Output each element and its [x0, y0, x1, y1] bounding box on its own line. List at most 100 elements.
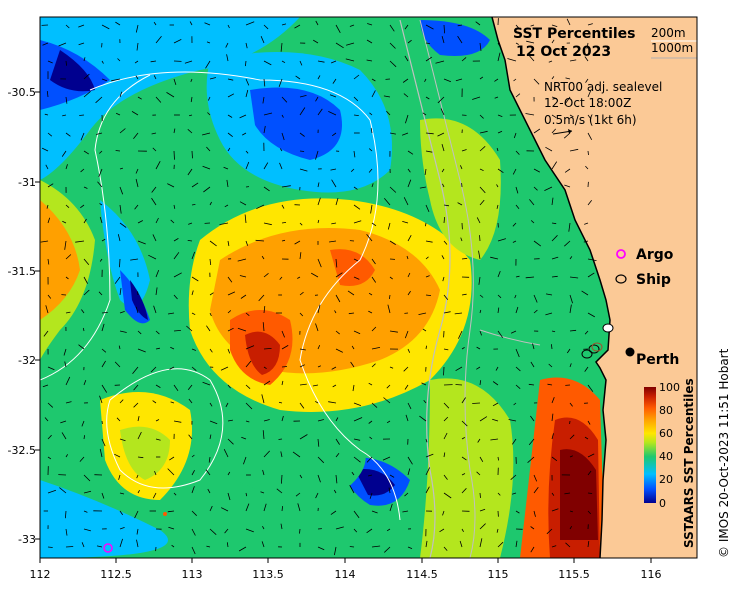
current-arrow [75, 240, 85, 243]
current-arrow [425, 345, 427, 350]
current-arrow [530, 546, 535, 553]
current-arrow [441, 35, 445, 44]
current-arrow [227, 93, 235, 98]
current-arrow [497, 52, 501, 62]
current-arrow [497, 114, 503, 117]
ship-marker-4[interactable] [591, 342, 603, 352]
current-arrow [458, 330, 463, 339]
current-arrow [479, 456, 484, 463]
current-arrow [366, 233, 373, 242]
plot-frame [39, 16, 698, 559]
current-arrow [425, 275, 430, 278]
current-arrow [331, 132, 337, 137]
current-arrow [101, 238, 106, 242]
current-arrow [101, 24, 110, 30]
current-arrow [190, 96, 193, 103]
current-arrow [497, 456, 499, 461]
current-arrow [368, 148, 373, 152]
current-arrow [461, 57, 467, 62]
current-arrow [422, 112, 427, 116]
ship-marker-1[interactable] [602, 323, 614, 333]
current-arrow [455, 366, 463, 372]
current-arrow [299, 312, 304, 317]
current-arrow [371, 326, 377, 332]
current-arrow [187, 168, 193, 176]
perth-label: Perth [636, 352, 679, 368]
current-arrow [317, 546, 325, 551]
current-arrow [263, 366, 267, 370]
current-arrow [443, 366, 445, 376]
current-arrow [545, 146, 553, 152]
current-arrow [191, 312, 196, 316]
current-arrow [191, 528, 196, 536]
current-arrow [133, 384, 139, 391]
current-arrow [569, 363, 572, 368]
current-arrow [533, 486, 539, 494]
current-arrow [137, 490, 140, 494]
current-arrow [263, 503, 267, 512]
current-arrow [369, 112, 373, 116]
current-arrow [58, 42, 67, 47]
ship-marker-3[interactable] [581, 349, 593, 359]
current-arrow [279, 276, 283, 280]
current-arrow [479, 523, 486, 530]
current-arrow [515, 93, 521, 98]
current-arrow [81, 309, 85, 314]
current-arrow [368, 474, 373, 477]
current-arrow [245, 312, 250, 317]
current-arrow [587, 272, 595, 278]
current-arrow [335, 417, 339, 422]
current-arrow [137, 456, 144, 459]
current-arrow [170, 346, 175, 350]
current-arrow [548, 363, 553, 368]
current-arrow [83, 528, 92, 532]
current-arrow [65, 454, 69, 458]
argo-float-marker[interactable] [103, 543, 113, 553]
current-arrow [389, 503, 393, 512]
current-arrow [403, 197, 409, 206]
current-arrow [386, 528, 391, 532]
current-arrow [443, 546, 448, 551]
current-arrow [99, 150, 103, 154]
current-arrow [564, 492, 571, 495]
current-arrow [530, 415, 535, 422]
current-arrow [155, 330, 160, 335]
current-arrow [587, 384, 594, 392]
current-arrow [389, 330, 398, 333]
current-arrow [173, 420, 182, 423]
current-arrow [551, 433, 554, 440]
current-arrow [548, 60, 553, 63]
current-arrow [227, 438, 234, 445]
current-arrow [155, 419, 160, 422]
current-arrow [83, 510, 88, 513]
current-arrow [135, 168, 139, 174]
current-arrow [245, 89, 249, 98]
current-arrow [335, 272, 343, 278]
current-arrow [119, 399, 124, 404]
current-arrow [154, 470, 157, 476]
current-arrow [435, 60, 445, 64]
current-arrow [382, 456, 391, 461]
current-arrow [260, 491, 265, 494]
current-vectors [40, 18, 597, 556]
current-arrow [533, 474, 538, 482]
current-arrow [263, 60, 272, 66]
current-arrow [65, 96, 68, 104]
current-arrow [568, 222, 571, 232]
current-arrow [119, 128, 126, 134]
bathymetry-200m-label: 200m [651, 26, 686, 40]
ship-marker-2[interactable] [588, 344, 600, 354]
current-arrow [569, 329, 577, 332]
current-arrow [551, 96, 558, 99]
current-arrow [173, 492, 177, 496]
current-arrow [353, 96, 359, 102]
current-arrow [389, 60, 397, 68]
current-arrow [263, 348, 272, 350]
current-arrow [237, 258, 247, 262]
current-arrow [79, 114, 85, 116]
current-arrow [299, 252, 302, 260]
colorbar-tick-60: 60 [659, 427, 673, 440]
argo-float-marker-2[interactable] [163, 512, 167, 516]
current-arrow [353, 150, 356, 158]
current-arrow [64, 240, 67, 250]
